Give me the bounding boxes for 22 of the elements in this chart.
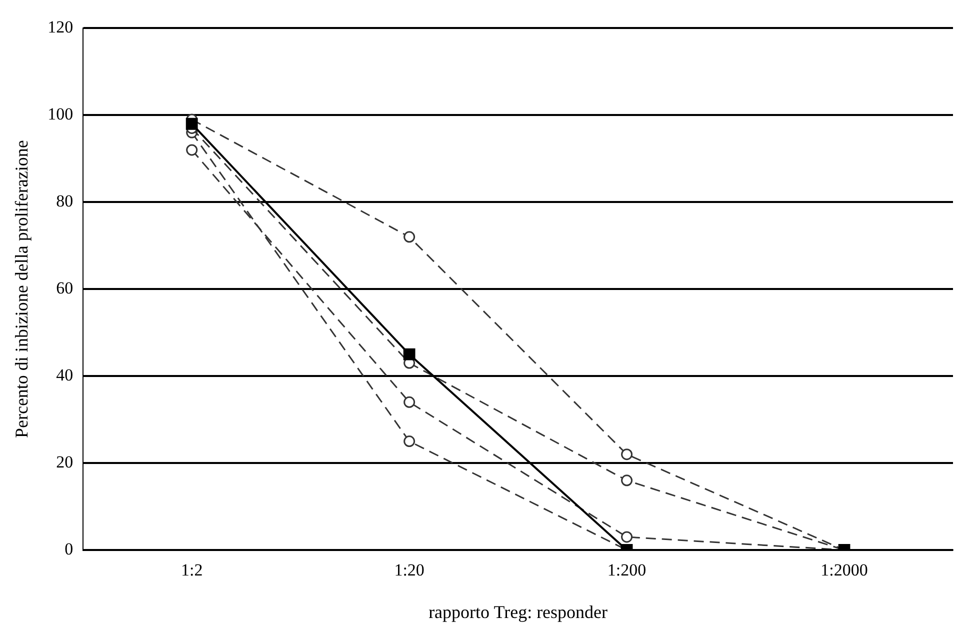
point — [404, 231, 416, 243]
y-tick-label: 40 — [56, 366, 74, 385]
point — [621, 448, 633, 460]
y-tick-label: 80 — [56, 192, 74, 211]
x-tick-label: 1:2000 — [820, 560, 868, 580]
y-tick-label: 0 — [64, 539, 74, 558]
point — [621, 531, 633, 543]
x-tick-label: 1:20 — [394, 560, 424, 580]
point — [621, 474, 633, 486]
point — [186, 144, 198, 156]
y-tick-label: 100 — [48, 104, 74, 124]
x-axis-title: rapporto Treg: responder — [428, 602, 608, 622]
x-tick-label: 1:200 — [607, 560, 646, 580]
y-tick-label: 120 — [48, 18, 74, 37]
point — [404, 436, 416, 448]
y-axis-title: Percento di inbizione della proliferazione — [12, 140, 32, 438]
point — [186, 118, 198, 130]
x-tick-label: 1:2 — [180, 560, 203, 580]
y-tick-label: 20 — [56, 452, 74, 472]
point — [403, 348, 416, 360]
y-tick-label: 60 — [56, 278, 74, 298]
point — [404, 396, 416, 408]
